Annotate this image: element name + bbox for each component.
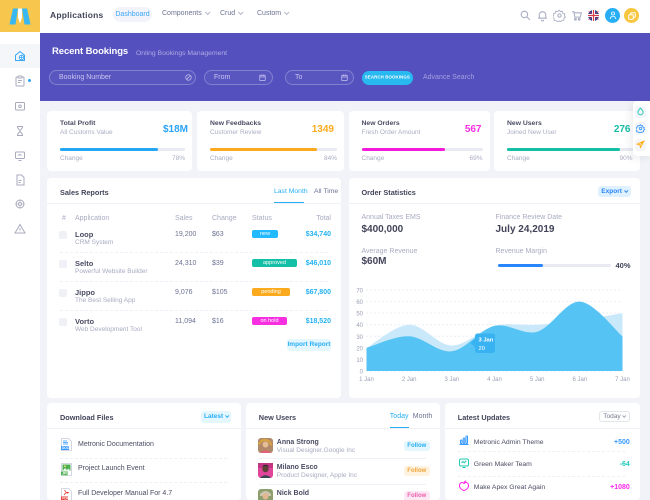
svg-text:60: 60 [356,300,363,306]
svg-text:50: 50 [356,312,363,318]
svg-text:DOC: DOC [62,446,70,450]
svg-text:70: 70 [356,289,363,295]
svg-text:30: 30 [356,335,363,341]
svg-text:JPG: JPG [62,472,69,476]
svg-text:2 Jan: 2 Jan [401,377,416,383]
svg-text:5 Jan: 5 Jan [529,377,544,383]
svg-text:7 Jan: 7 Jan [615,377,630,383]
svg-text:20: 20 [478,346,484,352]
svg-text:PDF: PDF [62,497,68,500]
svg-text:0: 0 [359,370,363,376]
svg-text:6 Jan: 6 Jan [572,377,587,383]
svg-text:4 Jan: 4 Jan [487,377,502,383]
svg-text:3 Jan: 3 Jan [478,338,493,344]
svg-text:40: 40 [356,323,363,329]
svg-text:20: 20 [356,346,363,352]
svg-text:3 Jan: 3 Jan [444,377,459,383]
svg-text:10: 10 [356,358,363,364]
svg-text:1 Jan: 1 Jan [359,377,374,383]
